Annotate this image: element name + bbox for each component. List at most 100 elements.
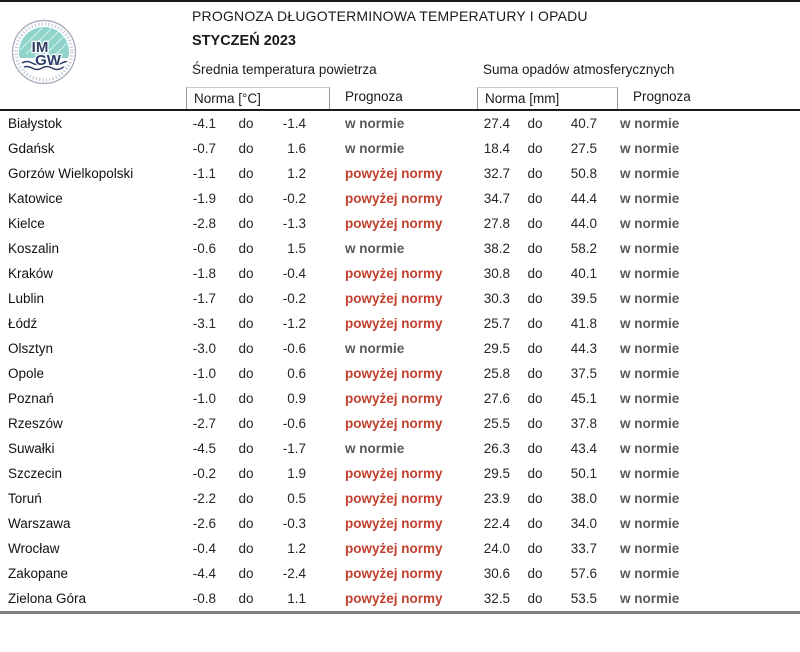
imgw-logo-icon: IM GW [11, 19, 77, 85]
precip-norm-high: 53.5 [570, 591, 597, 606]
precip-norm-low: 32.7 [483, 166, 510, 181]
temp-norm-high: 1.5 [287, 241, 306, 256]
range-separator: do [527, 316, 543, 331]
temp-norm-high: 1.6 [287, 141, 306, 156]
temp-norm-low: -0.6 [192, 241, 216, 256]
temp-norm-high: 0.6 [287, 366, 306, 381]
temp-forecast-value: powyżej normy [345, 466, 443, 481]
temp-forecast-value: powyżej normy [345, 416, 443, 431]
logo-text-im: IM [32, 39, 49, 56]
precip-forecast-value: w normie [620, 191, 680, 206]
column-header-precip-norm: Norma [mm] [477, 87, 618, 109]
range-separator: do [238, 141, 254, 156]
precip-forecast-value: w normie [620, 416, 680, 431]
temp-norm-low: -0.4 [192, 541, 216, 556]
precip-norm-low: 38.2 [483, 241, 510, 256]
temp-norm-low: -4.1 [192, 116, 216, 131]
city-name: Opole [8, 366, 45, 381]
table-row: Gdańsk -0.7 do 1.6 w normie 18.4 do 27.5… [0, 136, 800, 161]
temp-norm-high: 1.9 [287, 466, 306, 481]
city-name: Gorzów Wielkopolski [8, 166, 134, 181]
temp-norm-low: -1.1 [192, 166, 216, 181]
temp-norm-low: -1.9 [192, 191, 216, 206]
temp-norm-low: -4.4 [192, 566, 216, 581]
temp-forecast-value: powyżej normy [345, 366, 443, 381]
table-row: Katowice -1.9 do -0.2 powyżej normy 34.7… [0, 186, 800, 211]
range-separator: do [238, 316, 254, 331]
temp-norm-low: -1.8 [192, 266, 216, 281]
range-separator: do [238, 516, 254, 531]
table-row: Kielce -2.8 do -1.3 powyżej normy 27.8 d… [0, 211, 800, 236]
range-separator: do [238, 191, 254, 206]
temp-norm-low: -2.8 [192, 216, 216, 231]
table-row: Suwałki -4.5 do -1.7 w normie 26.3 do 43… [0, 436, 800, 461]
temp-forecast-value: powyżej normy [345, 491, 443, 506]
precip-norm-high: 34.0 [570, 516, 597, 531]
temp-norm-high: -1.2 [282, 316, 306, 331]
range-separator: do [238, 591, 254, 606]
precip-forecast-value: w normie [620, 141, 680, 156]
precip-norm-low: 27.4 [483, 116, 510, 131]
temp-norm-low: -0.8 [192, 591, 216, 606]
temp-norm-low: -0.7 [192, 141, 216, 156]
temp-norm-low: -2.6 [192, 516, 216, 531]
precip-norm-low: 30.3 [483, 291, 510, 306]
city-name: Poznań [8, 391, 54, 406]
precip-norm-high: 44.0 [570, 216, 597, 231]
range-separator: do [527, 341, 543, 356]
temp-norm-low: -1.0 [192, 366, 216, 381]
table-row: Kraków -1.8 do -0.4 powyżej normy 30.8 d… [0, 261, 800, 286]
city-name: Gdańsk [8, 141, 55, 156]
range-separator: do [238, 266, 254, 281]
table-row: Poznań -1.0 do 0.9 powyżej normy 27.6 do… [0, 386, 800, 411]
document-subtitle-month: STYCZEŃ 2023 [192, 33, 296, 49]
temp-norm-high: -2.4 [282, 566, 306, 581]
logo-text-gw: GW [35, 52, 62, 69]
range-separator: do [238, 566, 254, 581]
table-row: Białystok -4.1 do -1.4 w normie 27.4 do … [0, 111, 800, 136]
range-separator: do [527, 416, 543, 431]
range-separator: do [238, 391, 254, 406]
temp-forecast-value: powyżej normy [345, 266, 443, 281]
range-separator: do [238, 241, 254, 256]
range-separator: do [238, 116, 254, 131]
temp-norm-high: -0.3 [282, 516, 306, 531]
temp-norm-low: -2.2 [192, 491, 216, 506]
precip-norm-high: 44.3 [570, 341, 597, 356]
range-separator: do [238, 416, 254, 431]
precip-norm-low: 27.6 [483, 391, 510, 406]
range-separator: do [527, 516, 543, 531]
city-name: Katowice [8, 191, 63, 206]
precip-forecast-value: w normie [620, 266, 680, 281]
temp-norm-high: -0.4 [282, 266, 306, 281]
top-border [0, 0, 800, 2]
temp-norm-high: 1.1 [287, 591, 306, 606]
temp-norm-low: -1.7 [192, 291, 216, 306]
city-name: Lublin [8, 291, 45, 306]
precip-norm-high: 40.7 [570, 116, 597, 131]
range-separator: do [238, 491, 254, 506]
temp-norm-high: 0.9 [287, 391, 306, 406]
precip-norm-high: 41.8 [570, 316, 597, 331]
precip-forecast-value: w normie [620, 166, 680, 181]
bottom-border [0, 611, 800, 614]
precip-norm-low: 26.3 [483, 441, 510, 456]
precip-norm-high: 43.4 [570, 441, 597, 456]
temp-forecast-value: powyżej normy [345, 316, 443, 331]
range-separator: do [527, 141, 543, 156]
city-name: Olsztyn [8, 341, 54, 356]
range-separator: do [527, 566, 543, 581]
precip-forecast-value: w normie [620, 466, 680, 481]
precip-norm-low: 25.5 [483, 416, 510, 431]
precip-norm-low: 22.4 [483, 516, 510, 531]
temp-forecast-value: powyżej normy [345, 166, 443, 181]
temp-norm-high: -0.2 [282, 191, 306, 206]
table-row: Zakopane -4.4 do -2.4 powyżej normy 30.6… [0, 561, 800, 586]
temp-norm-low: -0.2 [192, 466, 216, 481]
range-separator: do [238, 366, 254, 381]
table-row: Szczecin -0.2 do 1.9 powyżej normy 29.5 … [0, 461, 800, 486]
range-separator: do [238, 166, 254, 181]
city-name: Zielona Góra [8, 591, 87, 606]
precip-forecast-value: w normie [620, 341, 680, 356]
